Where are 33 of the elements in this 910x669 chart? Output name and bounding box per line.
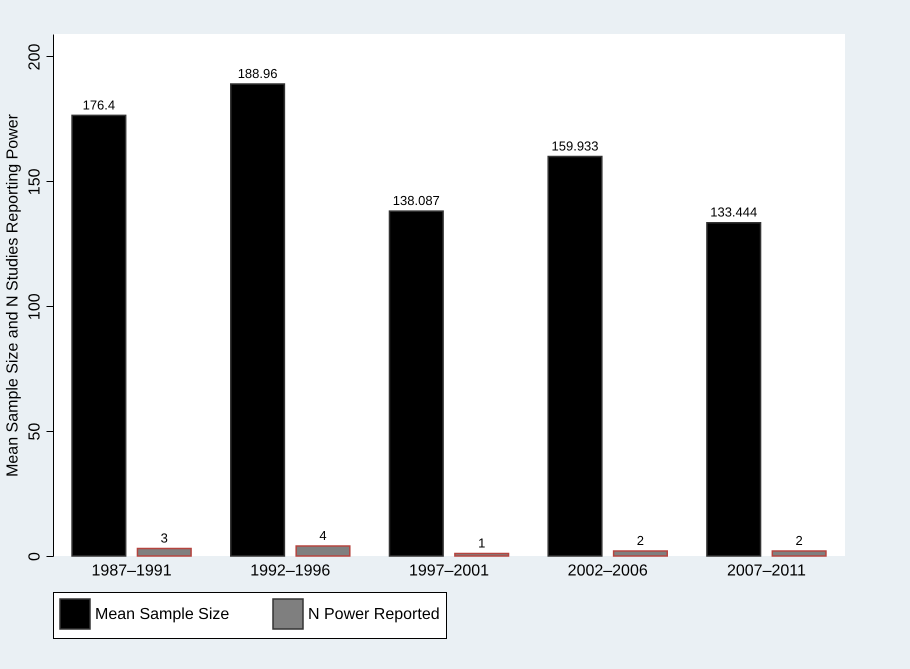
bar xyxy=(230,83,286,557)
bar xyxy=(71,114,126,557)
x-tick-label: 1992–1996 xyxy=(250,562,330,580)
y-tick-label: 150 xyxy=(26,168,44,196)
data-label: 3 xyxy=(160,530,168,546)
bar xyxy=(388,210,444,557)
data-label: 2 xyxy=(636,533,644,548)
x-tick-label: 1987–1991 xyxy=(92,562,172,580)
legend-label: N Power Reported xyxy=(308,606,440,623)
data-label: 138.087 xyxy=(392,193,440,208)
y-axis-title: Mean Sample Size and N Studies Reporting Power xyxy=(4,113,22,477)
y-tick-label: 200 xyxy=(26,44,44,70)
bar xyxy=(547,156,603,557)
y-tick-label: 50 xyxy=(26,422,44,441)
x-tick-label: 2002–2006 xyxy=(568,562,648,580)
data-label: 188.96 xyxy=(238,66,278,82)
bar xyxy=(454,552,510,557)
legend-label: Mean Sample Size xyxy=(95,606,230,623)
y-tick-label: 100 xyxy=(26,293,44,320)
bar xyxy=(612,550,668,557)
bar xyxy=(772,550,827,557)
data-label: 159.933 xyxy=(552,138,599,154)
data-label: 2 xyxy=(796,533,803,548)
data-label: 133.444 xyxy=(710,204,758,220)
data-label: 1 xyxy=(478,536,486,550)
y-tick-label: 0 xyxy=(26,552,44,561)
data-label: 4 xyxy=(319,528,327,544)
bar xyxy=(706,222,762,557)
bar xyxy=(295,545,351,557)
x-tick-label: 2007–2011 xyxy=(726,562,806,580)
x-tick-label: 1997–2001 xyxy=(408,562,490,580)
bar xyxy=(136,548,192,557)
data-label: 176.4 xyxy=(82,97,116,112)
